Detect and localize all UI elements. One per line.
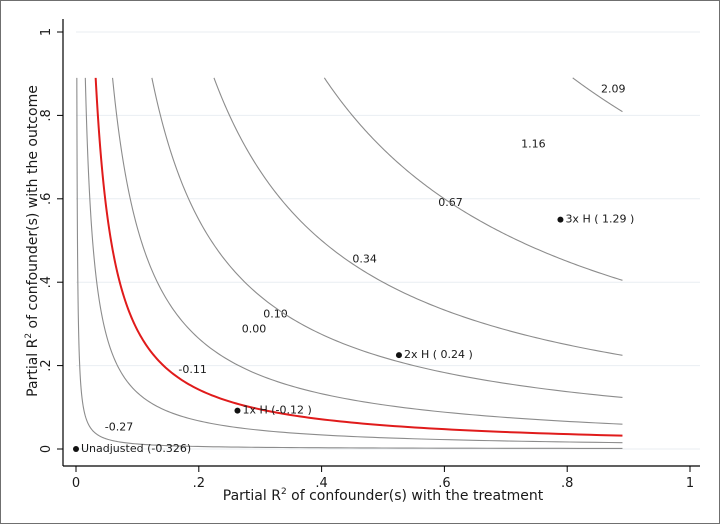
x-tick-label-1: .2 xyxy=(193,476,205,491)
contour-label-1: -0.11 xyxy=(178,363,206,376)
grid-layer xyxy=(76,31,700,450)
x-tick-label-2: .4 xyxy=(315,476,327,491)
threshold-contour-line xyxy=(94,77,623,437)
x-tick-label-0: 0 xyxy=(72,476,80,491)
benchmark-label-3: 3x H ( 1.29 ) xyxy=(565,213,634,226)
y-tick-label-0: 0 xyxy=(39,445,54,453)
benchmark-point-3 xyxy=(557,216,564,223)
y-tick-label-4: .8 xyxy=(39,109,54,121)
y-axis-title: Partial R2 of confounder(s) with the out… xyxy=(24,85,41,397)
contour-label-6: 1.16 xyxy=(521,138,546,151)
point-layer: Unadjusted (-0.326) 1x H (-0.12 ) 2x H ( 0… xyxy=(73,213,634,455)
contour-label-2: 0.00 xyxy=(242,322,267,335)
contour-line-0 xyxy=(76,77,623,449)
x-tick-label-3: .6 xyxy=(438,476,450,491)
unadjusted-point xyxy=(73,446,79,452)
contour-label-3: 0.10 xyxy=(263,307,288,320)
contour-label-7: 2.09 xyxy=(601,83,626,96)
x-axis-title: Partial R2 of confounder(s) with the tre… xyxy=(223,487,544,504)
benchmark-point-2 xyxy=(395,352,402,359)
benchmark-label-1: 1x H (-0.12 ) xyxy=(242,404,311,417)
contour-layer: -0.27-0.110.000.100.340.671.162.09 xyxy=(76,77,626,449)
benchmark-point-1 xyxy=(234,407,241,414)
contour-line-4 xyxy=(151,77,623,399)
contour-line-5 xyxy=(213,77,623,356)
y-tick-label-2: .4 xyxy=(39,276,54,288)
unadjusted-label: Unadjusted (-0.326) xyxy=(81,442,191,455)
contour-line-7 xyxy=(572,77,623,113)
plot-area xyxy=(76,19,700,466)
contour-label-0: -0.27 xyxy=(105,420,133,433)
contour-line-3 xyxy=(112,77,623,425)
y-tick-label-5: 1 xyxy=(39,28,54,36)
contour-label-4: 0.34 xyxy=(352,252,377,265)
axis-layer: 0 .2 .4 .6 .8 1 0 .2 .4 .6 .8 1 xyxy=(39,19,700,491)
contour-line-6 xyxy=(323,77,623,281)
y-tick-label-3: .6 xyxy=(39,193,54,205)
benchmark-label-2: 2x H ( 0.24 ) xyxy=(404,348,473,361)
x-tick-label-5: 1 xyxy=(686,476,694,491)
contour-line-1 xyxy=(84,77,623,444)
y-tick-label-1: .2 xyxy=(39,359,54,371)
x-tick-label-4: .8 xyxy=(561,476,573,491)
